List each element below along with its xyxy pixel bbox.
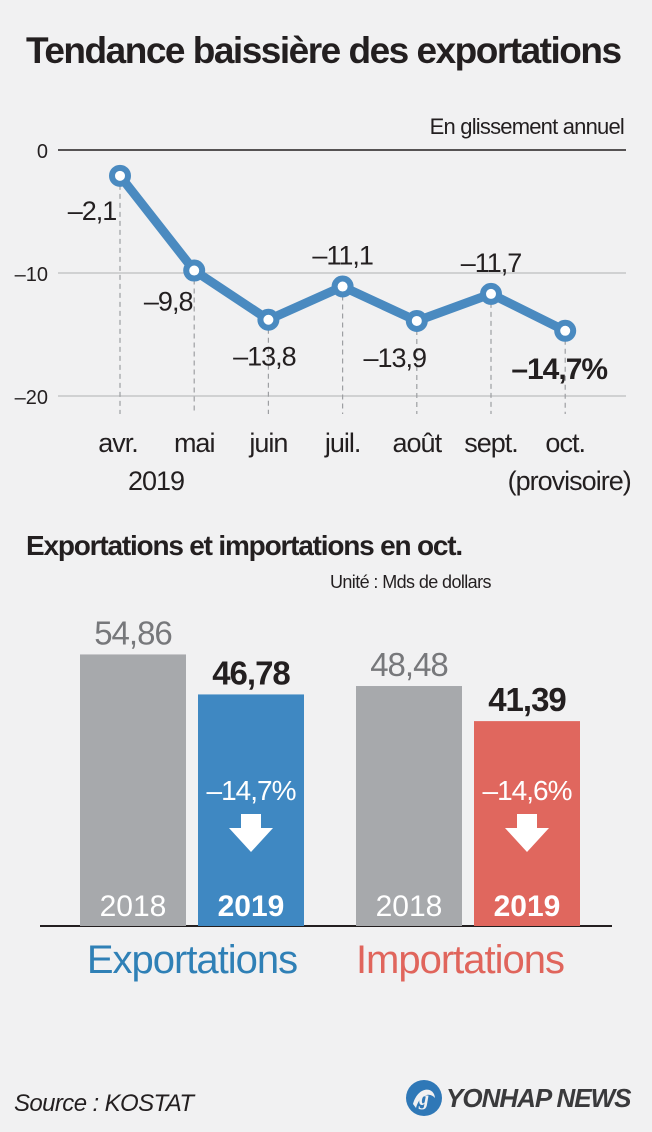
bar-year-label: 2019 — [494, 890, 561, 923]
data-point — [554, 319, 577, 342]
bar — [80, 654, 186, 926]
data-point — [480, 282, 502, 305]
data-label: –11,7 — [461, 248, 522, 278]
data-point — [183, 259, 206, 282]
data-point — [109, 164, 131, 187]
x-tick-label: août — [393, 428, 443, 458]
bar-value-label: 41,39 — [488, 681, 566, 718]
x-tick-label: juil. — [324, 428, 361, 458]
bar-year-label: 2018 — [100, 890, 167, 923]
y-tick-label: –10 — [15, 264, 48, 286]
line-chart: 0 –10 –20 –2,1 –9,8 –13,8 –11,1 –13,9 –11,7 –14,… — [15, 141, 632, 496]
bar-value-label: 54,86 — [94, 614, 172, 651]
data-label: –13,8 — [233, 342, 296, 372]
yonhap-emblem-icon: g — [406, 1080, 442, 1116]
data-point — [405, 309, 428, 332]
chart-title: Tendance baissière des exportations — [26, 30, 622, 71]
line-unit-label: En glissement annuel — [429, 114, 625, 139]
x-tick-label: avr. — [98, 428, 138, 458]
down-arrow-icon — [505, 814, 549, 852]
yonhap-logo: g YONHAP NEWS — [404, 1078, 640, 1118]
group-label-importations: Importations — [355, 938, 565, 982]
change-label: –14,7% — [207, 775, 296, 806]
x-year-label: 2019 — [128, 466, 184, 496]
down-arrow-icon — [229, 814, 273, 852]
data-point — [331, 275, 354, 298]
x-note-label: (provisoire) — [508, 466, 631, 496]
change-label: –14,6% — [483, 775, 572, 806]
bar-chart: 54,86 2018 46,78 2019 –14,7% 48,48 2018 41,39 20… — [40, 614, 612, 927]
data-label: –11,1 — [312, 241, 373, 271]
source-note: Source : KOSTAT — [14, 1090, 194, 1117]
data-label: –13,9 — [364, 343, 427, 373]
group-label-exportations: Exportations — [86, 938, 298, 982]
data-label: –14,7% — [511, 353, 607, 386]
yonhap-logo-text: YONHAP NEWS — [446, 1083, 631, 1113]
bar-year-label: 2018 — [376, 890, 443, 923]
x-tick-label: sept. — [464, 428, 518, 458]
x-tick-label: juin — [248, 428, 287, 458]
data-label: –2,1 — [68, 196, 117, 226]
y-tick-label: 0 — [37, 141, 48, 163]
svg-text:g: g — [418, 1088, 429, 1110]
y-tick-label: –20 — [15, 387, 48, 409]
bar-value-label: 46,78 — [212, 654, 290, 691]
bar-chart-title: Exportations et importations en oct. — [26, 530, 463, 561]
bar — [198, 694, 304, 926]
bar — [356, 686, 462, 926]
bar-unit-label: Unité : Mds de dollars — [330, 572, 491, 592]
data-point — [257, 308, 280, 331]
bar-year-label: 2019 — [218, 890, 285, 923]
data-label: –9,8 — [144, 287, 193, 317]
x-tick-label: mai — [174, 428, 215, 458]
bar-value-label: 48,48 — [370, 646, 448, 683]
x-tick-label: oct. — [545, 428, 585, 458]
